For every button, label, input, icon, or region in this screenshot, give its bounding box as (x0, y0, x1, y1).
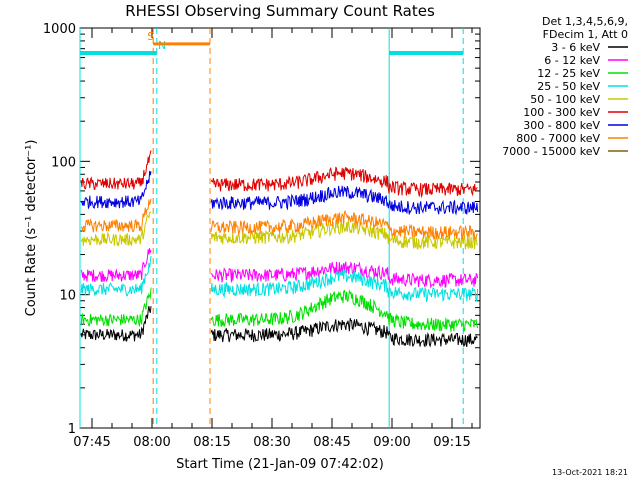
y-tick-label: 10 (59, 289, 76, 304)
y-axis-label: Count Rate (s⁻¹ detector⁻¹) (24, 140, 39, 317)
saa-label: S (147, 30, 154, 43)
legend-label: 300 - 800 keV (523, 119, 600, 132)
x-tick-label: 09:15 (433, 435, 470, 450)
legend-header-line-2: FDecim 1, Att 0 (543, 28, 628, 41)
legend-label: 100 - 300 keV (523, 106, 600, 119)
footer-date: 13-Oct-2021 18:21 (552, 468, 628, 477)
series-line (80, 248, 479, 289)
series-line (80, 211, 478, 251)
x-tick-label: 09:00 (373, 435, 410, 450)
legend-label: 800 - 7000 keV (516, 132, 600, 145)
x-tick-label: 08:00 (133, 435, 170, 450)
legend-label: 25 - 50 keV (537, 80, 600, 93)
legend: Det 1,3,4,5,6,9, FDecim 1, Att 0 3 - 6 k… (502, 15, 628, 158)
y-tick-label: 100 (51, 155, 76, 170)
x-tick-label: 08:30 (253, 435, 290, 450)
x-tick-label: 07:45 (73, 435, 110, 450)
series-line (80, 287, 479, 332)
series-line (80, 198, 478, 241)
legend-label: 3 - 6 keV (551, 41, 600, 54)
y-tick-label: 1000 (43, 22, 76, 37)
series-line (80, 255, 479, 303)
legend-label: 6 - 12 keV (544, 54, 600, 67)
series-line (80, 150, 478, 199)
legend-label: 7000 - 15000 keV (502, 145, 600, 158)
legend-header-line-1: Det 1,3,4,5,6,9, (542, 15, 628, 28)
legend-label: 50 - 100 keV (530, 93, 600, 106)
x-tick-label: 08:15 (193, 435, 230, 450)
x-axis: 07:45 08:00 08:15 08:30 08:45 09:00 09:15 (73, 28, 473, 450)
series-line (80, 170, 479, 216)
legend-label: 12 - 25 keV (537, 67, 600, 80)
series-layer (80, 150, 479, 348)
y-tick-label: 1 (68, 422, 76, 437)
x-tick-label: 08:45 (313, 435, 350, 450)
chart-title: RHESSI Observing Summary Count Rates (125, 2, 435, 20)
night-label: N (158, 39, 166, 52)
x-axis-label: Start Time (21-Jan-09 07:42:02) (176, 457, 384, 472)
series-line (80, 306, 478, 348)
